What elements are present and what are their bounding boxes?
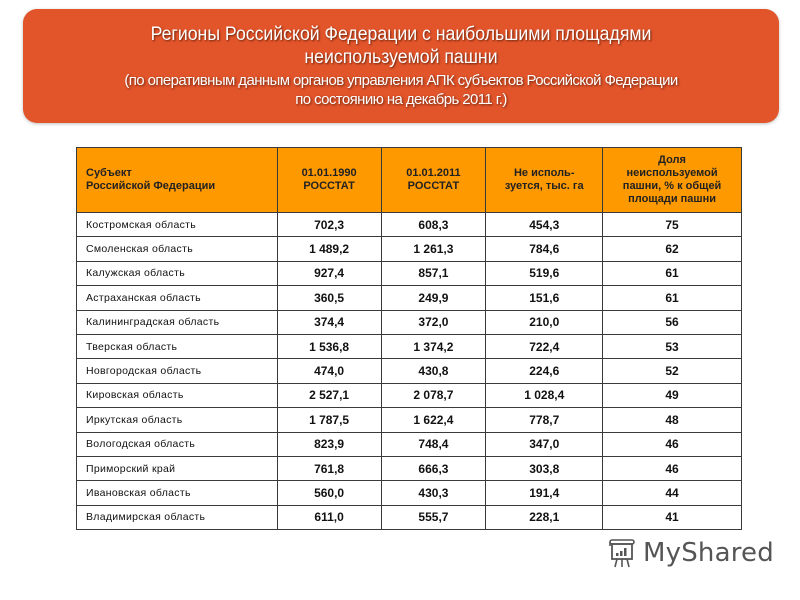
- area-2011-cell: 857,1: [380, 260, 487, 287]
- unused-area-cell: 1 028,4: [485, 382, 604, 409]
- region-name-cell: Тверская область: [76, 333, 278, 360]
- table-row: Калужская область 927,4 857,1 519,6 61: [76, 260, 742, 287]
- area-2011-cell: 430,3: [380, 480, 487, 506]
- region-name-cell: Смоленская область: [76, 236, 278, 262]
- area-1990-cell: 611,0: [276, 504, 382, 531]
- region-name-cell: Кировская область: [76, 382, 278, 409]
- unused-area-cell: 210,0: [485, 309, 604, 335]
- myshared-watermark: MyShared: [607, 535, 774, 571]
- unused-area-cell: 228,1: [485, 504, 604, 531]
- table-row: Вологодская область 823,9 748,4 347,0 46: [76, 431, 742, 457]
- unused-share-cell: 44: [602, 480, 742, 506]
- unused-share-cell: 61: [602, 285, 742, 311]
- area-1990-cell: 560,0: [276, 480, 382, 506]
- table-header-row: Субъект Российской Федерации 01.01.1990 …: [76, 147, 742, 213]
- watermark-text: MyShared: [643, 538, 774, 568]
- unused-share-cell: 46: [602, 455, 742, 482]
- area-1990-cell: 927,4: [276, 260, 382, 287]
- table-row: Иркутская область 1 787,5 1 622,4 778,7 48: [76, 407, 742, 433]
- header-region: Субъект Российской Федерации: [76, 147, 278, 213]
- area-1990-cell: 360,5: [276, 285, 382, 311]
- unused-area-cell: 519,6: [485, 260, 604, 287]
- area-1990-cell: 761,8: [276, 455, 382, 482]
- region-name-cell: Костромская область: [76, 211, 278, 238]
- unused-share-cell: 49: [602, 382, 742, 409]
- area-1990-cell: 2 527,1: [276, 382, 382, 409]
- unused-area-cell: 778,7: [485, 407, 604, 433]
- region-name-cell: Новгородская область: [76, 358, 278, 384]
- unused-area-cell: 722,4: [485, 333, 604, 360]
- table-row: Тверская область 1 536,8 1 374,2 722,4 53: [76, 333, 742, 360]
- area-2011-cell: 1 374,2: [380, 333, 487, 360]
- unused-area-cell: 784,6: [485, 236, 604, 262]
- area-1990-cell: 1 536,8: [276, 333, 382, 360]
- regions-table: Субъект Российской Федерации 01.01.1990 …: [76, 147, 742, 531]
- area-2011-cell: 1 261,3: [380, 236, 487, 262]
- table-row: Смоленская область 1 489,2 1 261,3 784,6 62: [76, 236, 742, 262]
- table-row: Калининградская область 374,4 372,0 210,0 56: [76, 309, 742, 335]
- table-row: Владимирская область 611,0 555,7 228,1 41: [76, 504, 742, 531]
- region-name-cell: Приморский край: [76, 455, 278, 482]
- unused-area-cell: 303,8: [485, 455, 604, 482]
- unused-share-cell: 75: [602, 211, 742, 238]
- header-unused: Не исполь- зуется, тыс. га: [485, 147, 604, 213]
- unused-area-cell: 224,6: [485, 358, 604, 384]
- area-2011-cell: 748,4: [380, 431, 487, 457]
- area-1990-cell: 702,3: [276, 211, 382, 238]
- table-row: Приморский край 761,8 666,3 303,8 46: [76, 455, 742, 482]
- table-row: Костромская область 702,3 608,3 454,3 75: [76, 211, 742, 238]
- unused-share-cell: 62: [602, 236, 742, 262]
- unused-share-cell: 61: [602, 260, 742, 287]
- area-2011-cell: 2 078,7: [380, 382, 487, 409]
- area-2011-cell: 249,9: [380, 285, 487, 311]
- header-2011: 01.01.2011 РОССТАТ: [380, 147, 487, 213]
- area-1990-cell: 1 489,2: [276, 236, 382, 262]
- table-row: Ивановская область 560,0 430,3 191,4 44: [76, 480, 742, 506]
- area-1990-cell: 823,9: [276, 431, 382, 457]
- region-name-cell: Калужская область: [76, 260, 278, 287]
- unused-share-cell: 48: [602, 407, 742, 433]
- area-1990-cell: 374,4: [276, 309, 382, 335]
- region-name-cell: Владимирская область: [76, 504, 278, 531]
- area-2011-cell: 430,8: [380, 358, 487, 384]
- area-2011-cell: 666,3: [380, 455, 487, 482]
- unused-share-cell: 46: [602, 431, 742, 457]
- area-1990-cell: 1 787,5: [276, 407, 382, 433]
- title-line-1: Регионы Российской Федерации с наибольши…: [150, 24, 652, 45]
- unused-area-cell: 454,3: [485, 211, 604, 238]
- unused-area-cell: 347,0: [485, 431, 604, 457]
- unused-area-cell: 191,4: [485, 480, 604, 506]
- header-share: Доля неиспользуемой пашни, % к общей пло…: [602, 147, 742, 213]
- unused-share-cell: 52: [602, 358, 742, 384]
- table-row: Кировская область 2 527,1 2 078,7 1 028,4 49: [76, 382, 742, 409]
- region-name-cell: Вологодская область: [76, 431, 278, 457]
- area-2011-cell: 608,3: [380, 211, 487, 238]
- header-1990: 01.01.1990 РОССТАТ: [276, 147, 382, 213]
- area-2011-cell: 372,0: [380, 309, 487, 335]
- unused-share-cell: 53: [602, 333, 742, 360]
- unused-share-cell: 56: [602, 309, 742, 335]
- area-2011-cell: 555,7: [380, 504, 487, 531]
- unused-area-cell: 151,6: [485, 285, 604, 311]
- table-row: Астраханская область 360,5 249,9 151,6 61: [76, 285, 742, 311]
- title-banner: Регионы Российской Федерации с наибольши…: [23, 9, 779, 123]
- region-name-cell: Иркутская область: [76, 407, 278, 433]
- subtitle-line-1: (по оперативным данным органов управлени…: [124, 72, 678, 89]
- area-2011-cell: 1 622,4: [380, 407, 487, 433]
- region-name-cell: Калининградская область: [76, 309, 278, 335]
- area-1990-cell: 474,0: [276, 358, 382, 384]
- table-row: Новгородская область 474,0 430,8 224,6 52: [76, 358, 742, 384]
- title-line-2: неиспользуемой пашни: [304, 47, 498, 68]
- unused-share-cell: 41: [602, 504, 742, 531]
- presentation-board-icon: [609, 539, 635, 568]
- subtitle-line-2: по состоянию на декабрь 2011 г.): [295, 91, 507, 108]
- region-name-cell: Ивановская область: [76, 480, 278, 506]
- region-name-cell: Астраханская область: [76, 285, 278, 311]
